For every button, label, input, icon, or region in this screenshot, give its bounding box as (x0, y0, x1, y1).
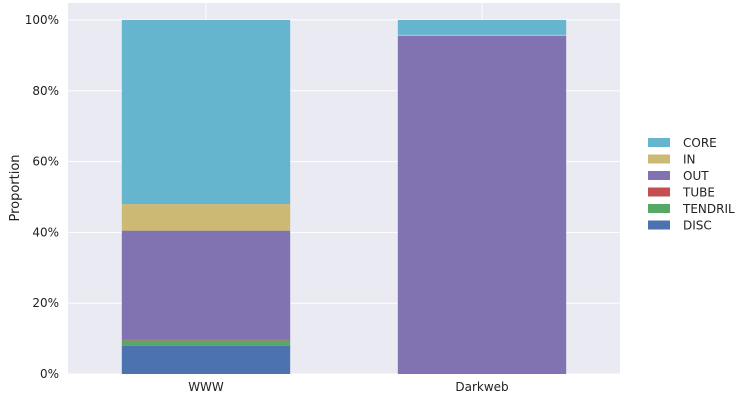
bar-segment-in (397, 34, 567, 36)
bar-segment-out (121, 230, 291, 340)
y-tick-label: 60% (32, 155, 59, 169)
axes: 0% 20% 40% 60% 80% 100% WWW Darkweb (25, 13, 509, 394)
legend-label-disc: DISC (683, 219, 712, 233)
legend-swatch-disc (648, 220, 670, 230)
x-tick-label: Darkweb (455, 380, 508, 394)
legend-swatch-in (648, 154, 670, 164)
bar-segment-core (121, 20, 291, 205)
bar-segment-out (397, 35, 567, 375)
legend-swatch-core (648, 138, 670, 147)
x-tick-label: WWW (188, 380, 224, 394)
legend-swatch-out (648, 171, 670, 180)
legend-label-in: IN (683, 153, 696, 167)
y-axis-label: Proportion (8, 154, 23, 221)
legend-swatch-tube (648, 187, 670, 197)
legend-label-core: CORE (683, 136, 717, 150)
legend-swatch-tendril (648, 204, 670, 213)
y-tick-label: 80% (32, 84, 59, 98)
bar-segment-tube (121, 339, 291, 341)
bars (121, 20, 567, 375)
legend-label-tendril: TENDRIL (682, 202, 735, 216)
y-tick-label: 40% (32, 225, 59, 239)
y-tick-label: 100% (25, 13, 59, 27)
bar-segment-in (121, 204, 291, 231)
legend: CORE IN OUT TUBE TENDRIL DISC (648, 136, 735, 233)
bar-segment-core (397, 20, 567, 35)
y-tick-label: 20% (32, 296, 59, 310)
legend-label-tube: TUBE (682, 186, 715, 200)
y-tick-label: 0% (40, 367, 59, 381)
bar-segment-tendril (121, 340, 291, 346)
bar-segment-disc (121, 345, 291, 374)
legend-label-out: OUT (683, 169, 709, 183)
